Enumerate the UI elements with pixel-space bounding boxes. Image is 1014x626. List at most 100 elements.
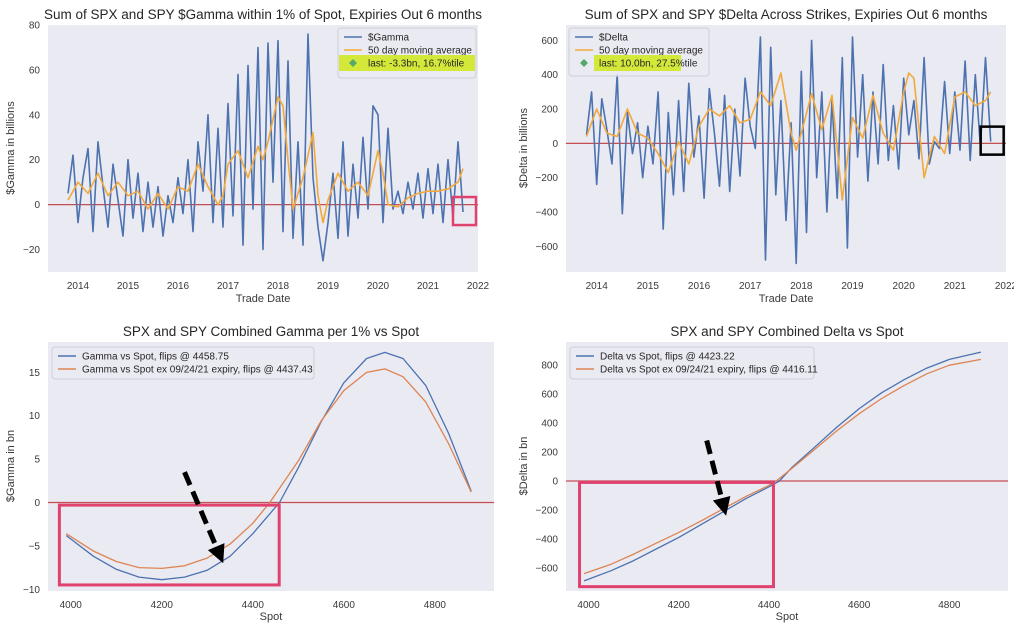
delta-vs-spot-chart: SPX and SPY Combined Delta vs Spot Spot … bbox=[518, 324, 1008, 623]
x-tick-label: 2020 bbox=[367, 281, 390, 292]
y-tick-label: −600 bbox=[535, 563, 558, 574]
legend-highlight bbox=[594, 55, 681, 71]
y-tick-label: −5 bbox=[29, 541, 41, 552]
highlight-box bbox=[979, 125, 1005, 156]
y-tick-label: 400 bbox=[541, 419, 558, 430]
x-axis-label: Spot bbox=[260, 611, 283, 623]
legend-label: 50 day moving average bbox=[599, 46, 703, 57]
y-tick-label: 15 bbox=[29, 368, 41, 379]
series-line-1 bbox=[65, 368, 472, 570]
legend-highlight bbox=[339, 55, 475, 71]
plot-area bbox=[566, 342, 1008, 591]
y-tick-label: −200 bbox=[535, 505, 558, 516]
x-tick-label: 2022 bbox=[995, 281, 1014, 292]
series-line-0 bbox=[583, 351, 982, 582]
series-line-0 bbox=[65, 351, 472, 581]
y-tick-label: 0 bbox=[34, 200, 40, 211]
x-tick-label: 2018 bbox=[267, 281, 290, 292]
y-tick-label: 80 bbox=[29, 21, 41, 32]
x-axis-label: Trade Date bbox=[236, 293, 291, 305]
plot-area bbox=[48, 342, 494, 591]
y-axis-label: $Gamma in billions bbox=[5, 101, 17, 195]
legend-label: last: -3.3bn, 16.7%tile bbox=[368, 59, 465, 70]
series-line-1 bbox=[585, 72, 992, 201]
y-tick-label: 600 bbox=[541, 390, 558, 401]
arrow-icon bbox=[704, 439, 725, 499]
x-tick-label: 2015 bbox=[637, 281, 660, 292]
x-tick-label: 4000 bbox=[60, 600, 83, 611]
x-tick-label: 2018 bbox=[790, 281, 813, 292]
series-line-1 bbox=[67, 96, 464, 224]
x-tick-label: 4800 bbox=[424, 600, 447, 611]
diamond-marker-icon bbox=[349, 59, 357, 67]
highlight-box bbox=[57, 503, 281, 587]
y-tick-label: −400 bbox=[535, 534, 558, 545]
y-axis-label: $Gamma in bn bbox=[5, 430, 17, 502]
x-tick-label: 2022 bbox=[467, 281, 490, 292]
y-tick-label: 200 bbox=[541, 448, 558, 459]
delta-timeseries-chart: Sum of SPX and SPY $Delta Across Strikes… bbox=[518, 7, 1014, 305]
y-tick-label: 20 bbox=[29, 155, 41, 166]
x-tick-label: 2020 bbox=[893, 281, 916, 292]
series-line-0 bbox=[585, 36, 992, 265]
x-tick-label: 4400 bbox=[242, 600, 265, 611]
x-tick-label: 2021 bbox=[417, 281, 440, 292]
legend-label: last: 10.0bn, 27.5%tile bbox=[599, 59, 698, 70]
x-tick-label: 2019 bbox=[841, 281, 864, 292]
y-tick-label: 60 bbox=[29, 65, 41, 76]
y-tick-label: 200 bbox=[541, 105, 558, 116]
chart-title: Sum of SPX and SPY $Gamma within 1% of S… bbox=[44, 7, 482, 22]
x-tick-label: 4600 bbox=[333, 600, 356, 611]
y-tick-label: 0 bbox=[552, 476, 558, 487]
y-tick-label: −20 bbox=[23, 245, 40, 256]
chart-title: Sum of SPX and SPY $Delta Across Strikes… bbox=[585, 7, 988, 22]
x-tick-label: 4000 bbox=[577, 600, 600, 611]
x-tick-label: 4400 bbox=[758, 600, 781, 611]
x-tick-label: 2017 bbox=[217, 281, 240, 292]
series-line-0 bbox=[67, 33, 464, 262]
x-tick-label: 2014 bbox=[586, 281, 609, 292]
chart-title: SPX and SPY Combined Delta vs Spot bbox=[670, 324, 903, 339]
highlight-box bbox=[451, 195, 478, 227]
legend-label: $Delta bbox=[599, 33, 628, 44]
legend-box bbox=[51, 346, 315, 380]
gamma-vs-spot-chart: SPX and SPY Combined Gamma per 1% vs Spo… bbox=[5, 324, 494, 623]
y-tick-label: 40 bbox=[29, 110, 41, 121]
y-tick-label: −200 bbox=[535, 173, 558, 184]
y-tick-label: −600 bbox=[535, 242, 558, 253]
x-axis-label: Trade Date bbox=[759, 293, 814, 305]
x-tick-label: 2016 bbox=[688, 281, 711, 292]
x-tick-label: 4800 bbox=[938, 600, 961, 611]
y-axis-label: $Delta in billions bbox=[518, 107, 530, 188]
y-tick-label: −400 bbox=[535, 207, 558, 218]
arrow-icon bbox=[182, 471, 219, 548]
y-tick-label: 5 bbox=[34, 455, 40, 466]
y-tick-label: 800 bbox=[541, 361, 558, 372]
legend-label: Delta vs Spot, flips @ 4423.22 bbox=[600, 352, 735, 363]
legend-label: 50 day moving average bbox=[368, 46, 472, 57]
x-tick-label: 2021 bbox=[944, 281, 967, 292]
arrowhead-icon bbox=[712, 496, 731, 516]
series-line-1 bbox=[583, 358, 982, 575]
highlight-box bbox=[578, 480, 775, 589]
diamond-marker-icon bbox=[580, 59, 588, 67]
legend-label: Gamma vs Spot ex 09/24/21 expiry, flips … bbox=[82, 365, 313, 376]
x-tick-label: 2016 bbox=[167, 281, 190, 292]
x-tick-label: 2014 bbox=[67, 281, 90, 292]
x-tick-label: 2017 bbox=[739, 281, 762, 292]
legend-label: Delta vs Spot ex 09/24/21 expiry, flips … bbox=[600, 365, 818, 376]
y-tick-label: 10 bbox=[29, 411, 41, 422]
y-tick-label: 0 bbox=[34, 498, 40, 509]
x-tick-label: 2019 bbox=[317, 281, 340, 292]
legend-box bbox=[569, 346, 815, 380]
y-tick-label: 0 bbox=[552, 139, 558, 150]
legend-label: $Gamma bbox=[368, 33, 410, 44]
x-tick-label: 4200 bbox=[668, 600, 691, 611]
chart-title: SPX and SPY Combined Gamma per 1% vs Spo… bbox=[123, 324, 419, 339]
y-tick-label: 600 bbox=[541, 36, 558, 47]
y-tick-label: 400 bbox=[541, 70, 558, 81]
y-tick-label: −10 bbox=[23, 585, 40, 596]
legend-label: Gamma vs Spot, flips @ 4458.75 bbox=[82, 352, 229, 363]
x-tick-label: 2015 bbox=[117, 281, 140, 292]
